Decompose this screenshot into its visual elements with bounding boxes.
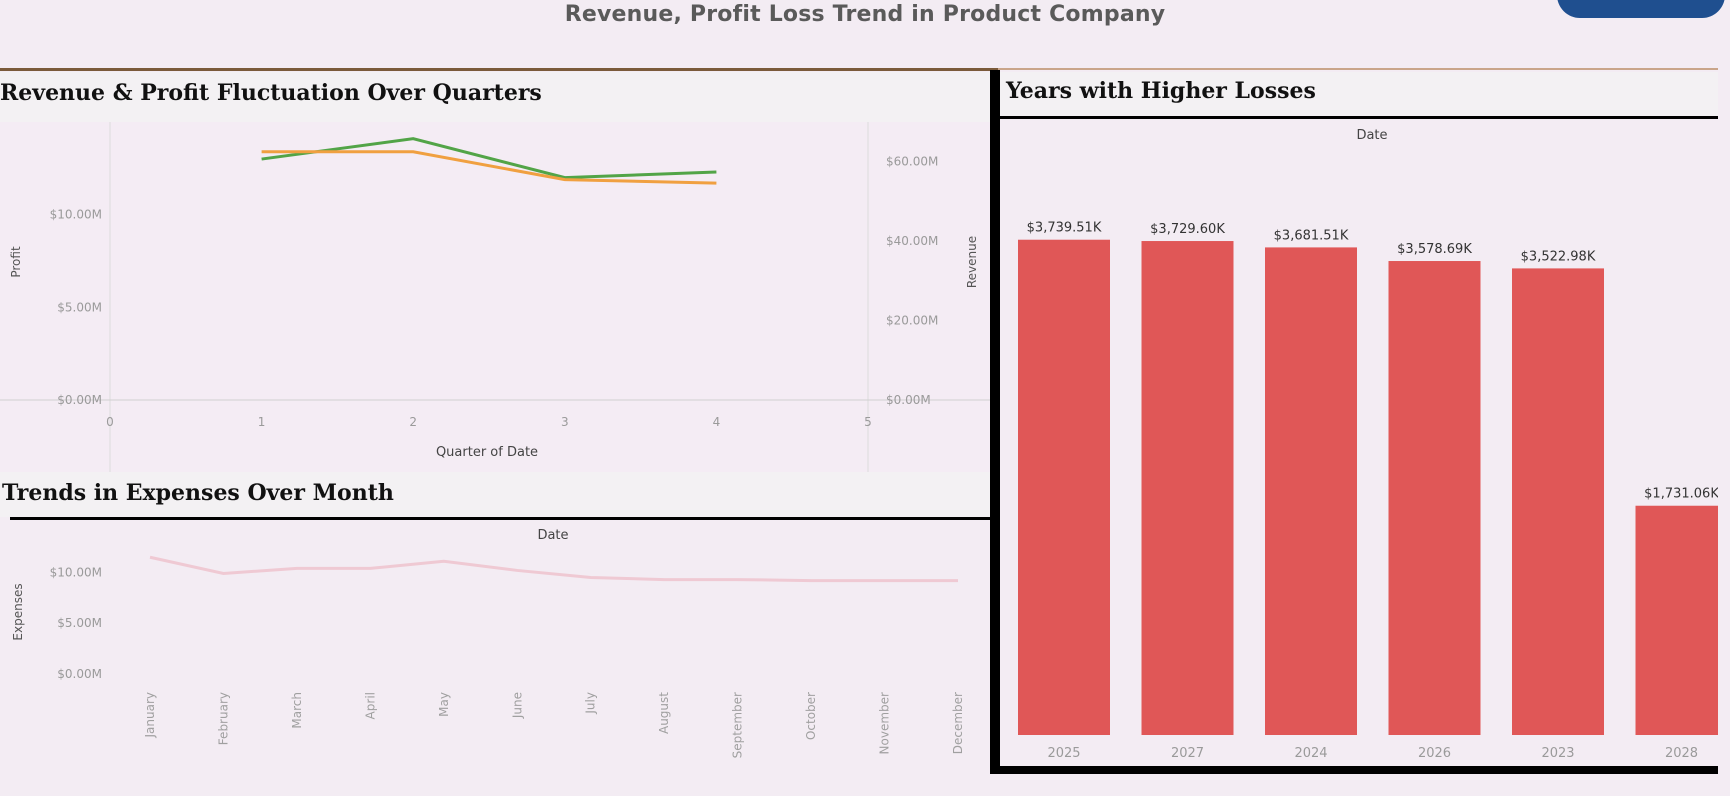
profit-axis-label: Profit xyxy=(9,246,23,278)
dashboard-title: Revenue, Profit Loss Trend in Product Co… xyxy=(564,2,1166,27)
loss-year-tick: 2025 xyxy=(1047,746,1080,761)
profit-axis-tick: $5.00M xyxy=(57,300,102,314)
month-tick: October xyxy=(804,692,818,740)
expenses-axis-label: Expenses xyxy=(11,583,25,640)
quarter-axis-tick: 1 xyxy=(258,415,266,429)
loss-bar xyxy=(1512,268,1604,735)
revenue-axis-tick: $20.00M xyxy=(886,314,938,328)
quarter-axis-tick: 3 xyxy=(561,415,569,429)
loss-bar xyxy=(1265,247,1357,735)
revenue-line xyxy=(261,150,717,185)
quarter-axis-tick: 2 xyxy=(409,415,417,429)
month-tick: March xyxy=(290,692,304,729)
quarter-chart-header xyxy=(0,72,995,122)
loss-bar-label: $1,731.06K xyxy=(1644,487,1718,502)
losses-panel-left-border xyxy=(990,70,1000,774)
month-tick: April xyxy=(363,692,377,719)
quarter-axis-tick: 4 xyxy=(713,415,721,429)
loss-year-tick: 2027 xyxy=(1171,746,1204,761)
revenue-axis-tick: $60.00M xyxy=(886,155,938,169)
quarter-axis-label: Quarter of Date xyxy=(436,445,538,460)
profit-axis-tick: $0.00M xyxy=(57,393,102,407)
month-tick: January xyxy=(143,692,157,739)
quarter-chart: $0.00M $5.00M $10.00M $0.00M $20.00M $40.00M $… xyxy=(0,122,995,472)
month-tick: August xyxy=(657,692,671,734)
loss-year-tick: 2023 xyxy=(1541,746,1574,761)
month-tick: February xyxy=(216,692,230,745)
revenue-axis-tick: $40.00M xyxy=(886,234,938,248)
expenses-axis-tick: $5.00M xyxy=(57,616,102,630)
expenses-chart-header xyxy=(0,472,995,517)
loss-year-tick: 2028 xyxy=(1665,746,1698,761)
quarter-plot-bg xyxy=(0,122,995,472)
loss-year-tick: 2024 xyxy=(1294,746,1327,761)
losses-chart-header xyxy=(1000,72,1718,116)
loss-bar-label: $3,522.98K xyxy=(1521,249,1596,264)
loss-bar-label: $3,681.51K xyxy=(1274,228,1349,243)
expenses-axis-tick: $0.00M xyxy=(57,667,102,681)
month-tick: November xyxy=(878,692,892,754)
month-tick: June xyxy=(510,692,524,719)
profit-line xyxy=(261,137,717,180)
loss-bar xyxy=(1141,241,1234,735)
losses-chart-title: Years with Higher Losses xyxy=(1006,78,1316,104)
loss-bar xyxy=(1388,261,1481,735)
quarter-axis-tick: 0 xyxy=(106,415,114,429)
expenses-chart: Date $0.00M $5.00M $10.00M Expenses January Fe… xyxy=(11,528,965,758)
expenses-axis-tick: $10.00M xyxy=(50,565,102,579)
loss-bar-label: $3,729.60K xyxy=(1150,222,1225,237)
revenue-axis-tick: $0.00M xyxy=(886,393,931,407)
quarter-chart-title: Revenue & Profit Fluctuation Over Quarte… xyxy=(0,80,542,106)
loss-bar-label: $3,578.69K xyxy=(1397,242,1472,257)
expenses-x-header: Date xyxy=(537,528,568,543)
quarter-axis-tick: 5 xyxy=(864,415,872,429)
month-tick: May xyxy=(437,692,451,717)
loss-bar-label: $3,739.51K xyxy=(1027,221,1102,236)
month-tick: July xyxy=(584,692,598,715)
expenses-line xyxy=(149,555,958,583)
expenses-chart-title: Trends in Expenses Over Month xyxy=(2,480,394,506)
month-tick: September xyxy=(731,692,745,758)
share-button[interactable] xyxy=(1557,0,1725,18)
loss-bar xyxy=(1635,505,1718,735)
loss-bar xyxy=(1018,239,1110,735)
expenses-title-underline xyxy=(10,517,995,520)
month-tick: December xyxy=(951,692,965,754)
losses-panel-bottom-border xyxy=(990,766,1718,774)
losses-title-underline xyxy=(1000,116,1718,119)
losses-x-header: Date xyxy=(1356,128,1387,143)
loss-year-tick: 2026 xyxy=(1418,746,1451,761)
top-divider-accent xyxy=(0,68,998,71)
losses-chart: Date $3,739.51K 2025 $3,729.60K 2027 $3,681.5… xyxy=(1018,128,1718,761)
revenue-axis-label: Revenue xyxy=(965,236,979,288)
profit-axis-tick: $10.00M xyxy=(50,208,102,222)
